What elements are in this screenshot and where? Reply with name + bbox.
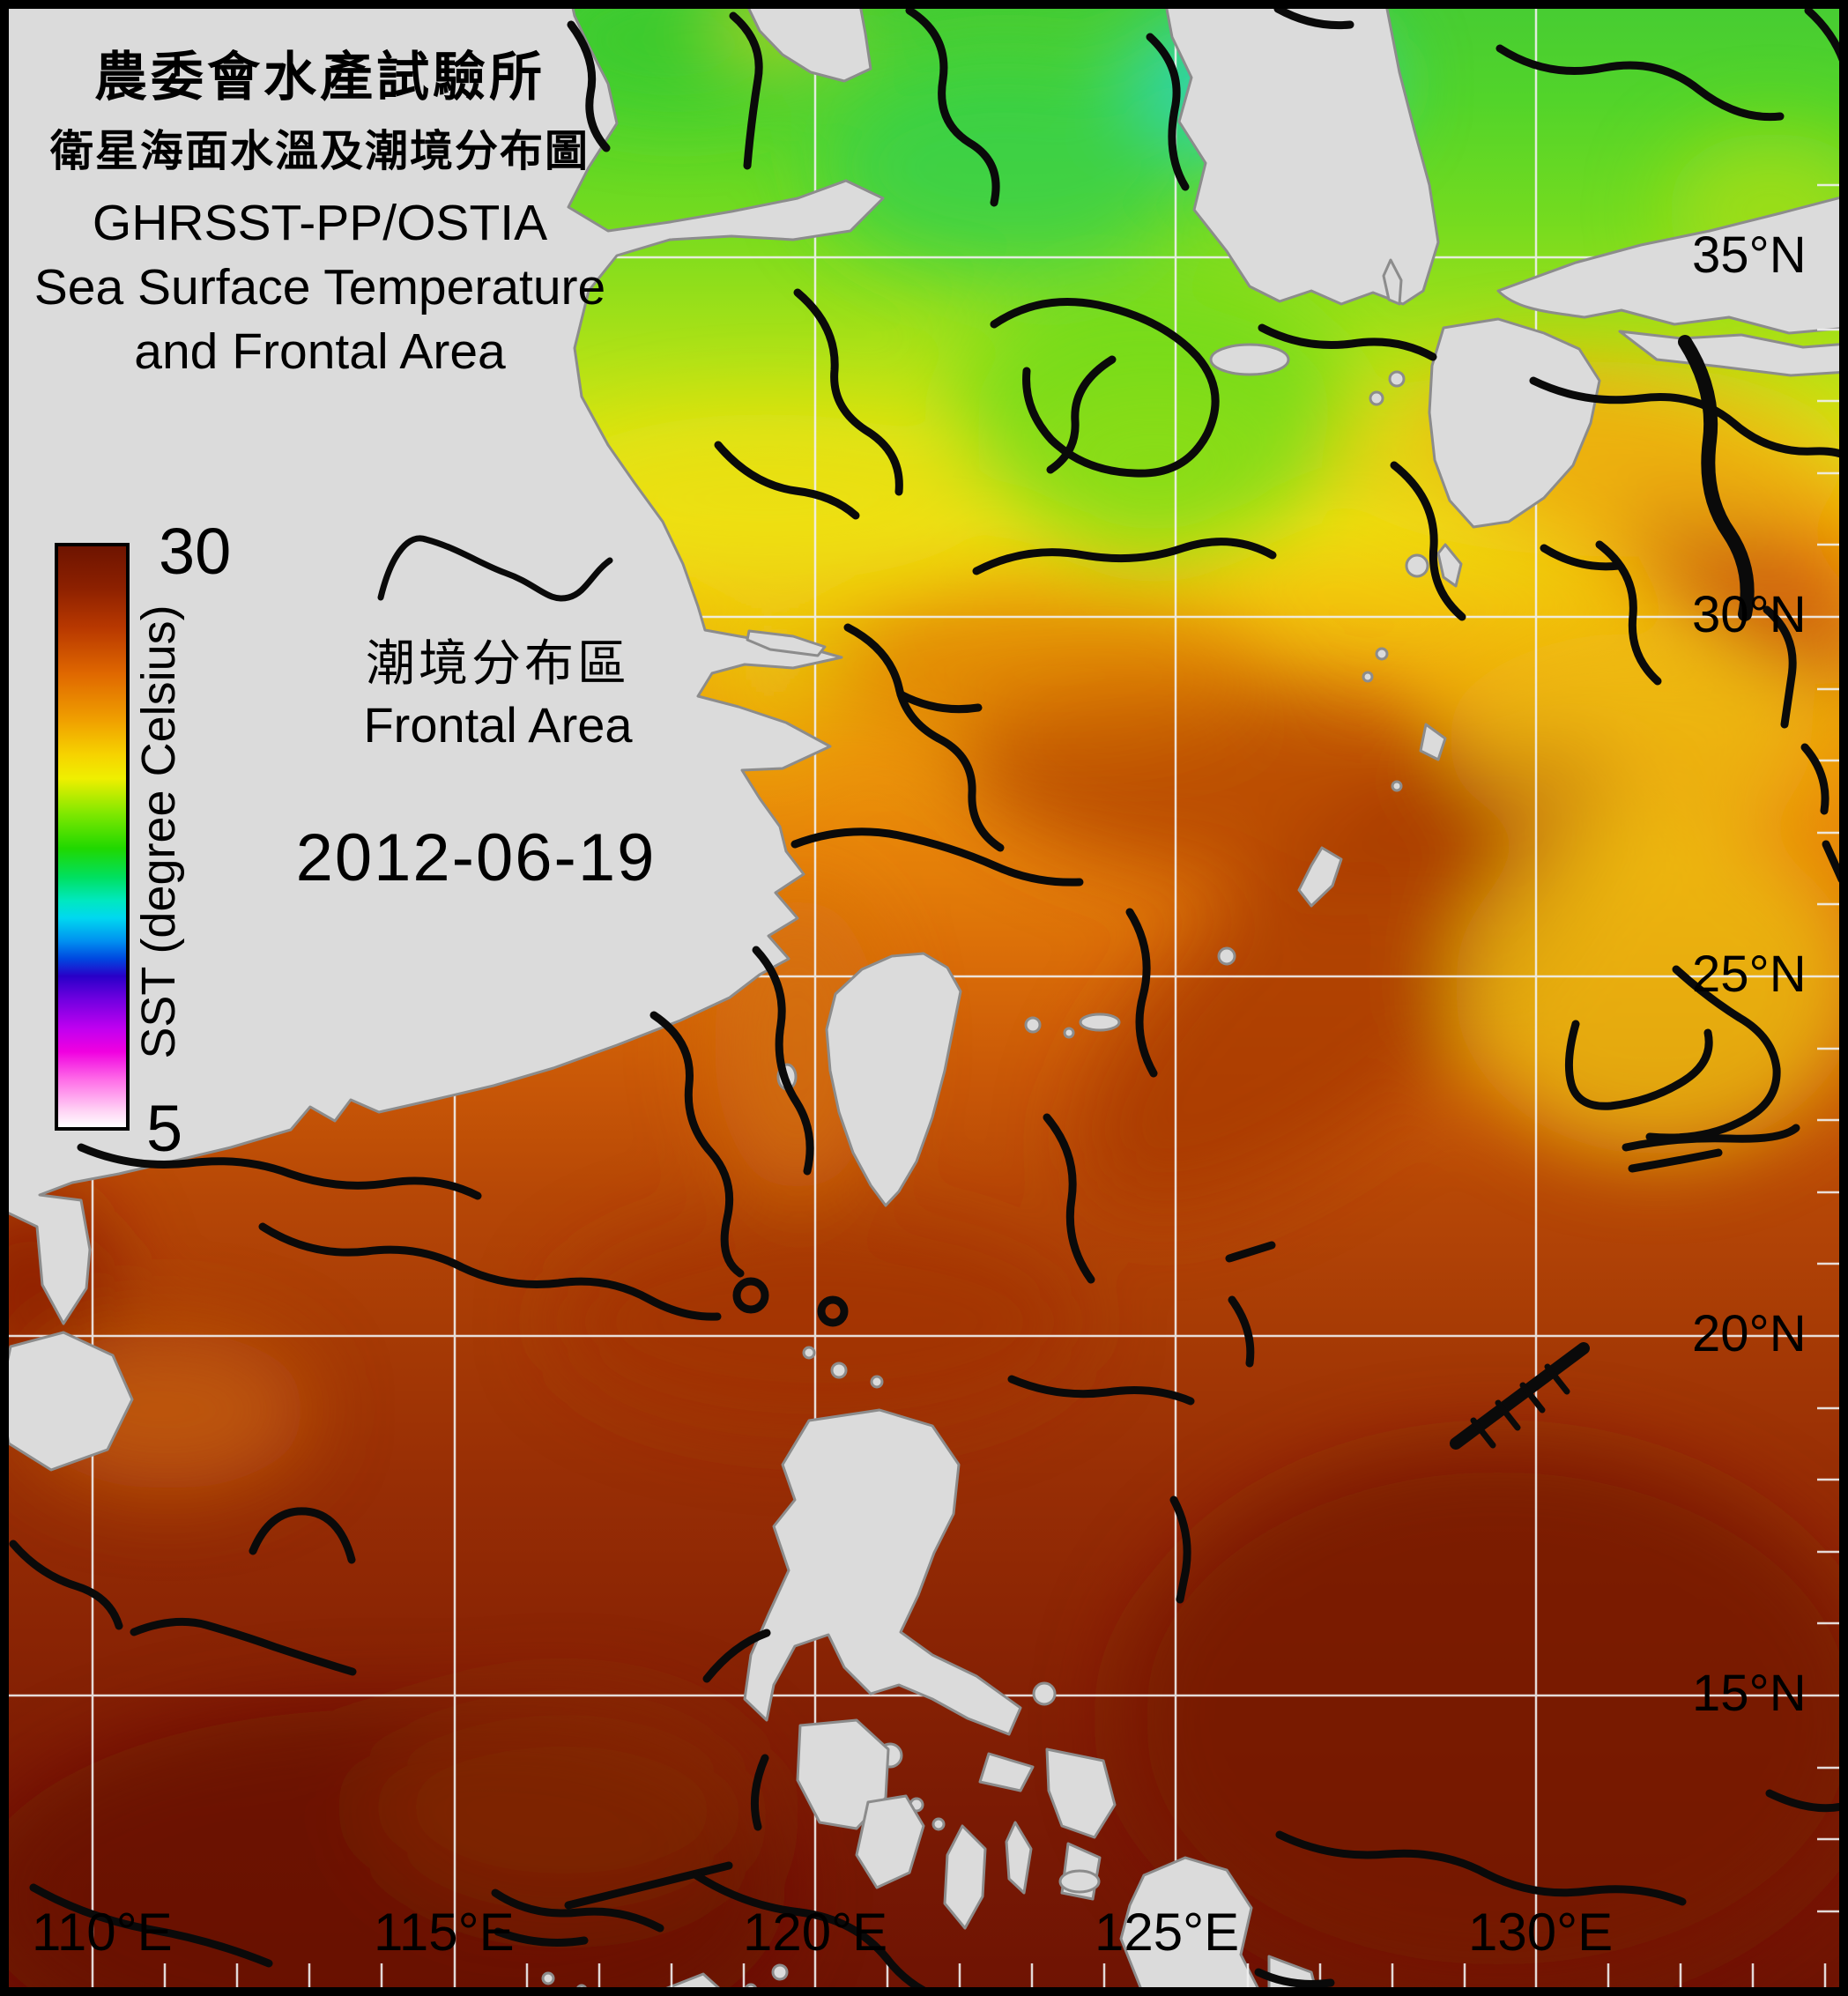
land-luzon: [743, 1408, 1022, 1736]
land-bohol: [1058, 1869, 1101, 1894]
land-samar: [1045, 1747, 1117, 1839]
land-china: [0, 0, 885, 1325]
lat-label-15n: 15°N: [1692, 1665, 1807, 1722]
title-en-line2: and Frontal Area: [134, 323, 506, 380]
land-okinoerabu: [1391, 780, 1403, 792]
land-islet-1: [541, 1971, 555, 1985]
title-en-line1: Sea Surface Temperature: [33, 259, 606, 315]
lon-label-125e: 125°E: [1095, 1903, 1240, 1962]
lon-label-110e: 110°E: [32, 1903, 173, 1962]
land-honshu: [1496, 194, 1848, 335]
lon-label-130e: 130°E: [1468, 1903, 1614, 1962]
land-iriomote: [1063, 1027, 1075, 1039]
frontal-legend-label-en: Frontal Area: [363, 697, 633, 753]
land-yaeyama: [1079, 1013, 1121, 1032]
colorbar-max-label: 30: [159, 515, 232, 588]
lat-label-30n: 30°N: [1692, 586, 1807, 643]
tick-marks: [163, 183, 1842, 1988]
lon-label-120e: 120°E: [743, 1903, 888, 1962]
land-negros: [943, 1824, 987, 1930]
land-masbate: [978, 1752, 1035, 1792]
lat-label-35n: 35°N: [1692, 226, 1807, 284]
colorbar-axis-label: SST (degree Celsius): [132, 605, 185, 1059]
land-romblon-2: [931, 1817, 946, 1831]
land-shikoku: [1618, 330, 1848, 377]
date-label: 2012-06-19: [295, 820, 657, 895]
frontal-lines: [9, 4, 1848, 1996]
land-jeju: [1209, 343, 1290, 376]
land-cuyo-1: [771, 1963, 789, 1981]
frontal-area-legend-symbol: [377, 535, 613, 602]
land-taiwan: [825, 952, 962, 1207]
title-block: 農委會水產試驗所 衛星海面水溫及潮境分布圖 GHRSST-PP/OSTIA Se…: [16, 51, 624, 391]
land-liaodong: [743, 0, 872, 83]
land-tanegashima: [1436, 543, 1463, 588]
land-korea: [1163, 0, 1440, 306]
land-babuyan-3: [802, 1346, 816, 1360]
title-zh: 農委會水產試驗所: [94, 48, 545, 107]
land-yakushima: [1405, 553, 1429, 578]
land-miyako: [1217, 946, 1236, 966]
land-babuyan-1: [830, 1362, 848, 1379]
land-babuyan-2: [870, 1375, 884, 1389]
land-tokara-1: [1375, 647, 1389, 661]
land-okinawa: [1297, 846, 1343, 908]
lon-label-115e: 115°E: [374, 1903, 515, 1962]
land-chongming: [746, 629, 827, 657]
land-panay: [855, 1794, 925, 1889]
colorbar: [55, 543, 130, 1131]
land-tokara-2: [1362, 671, 1374, 683]
land-yonaguni: [1024, 1016, 1042, 1034]
land-catanduanes: [1032, 1681, 1057, 1706]
land-cebu: [1005, 1821, 1033, 1895]
lat-label-25n: 25°N: [1692, 946, 1807, 1003]
land-mindanao: [1119, 1856, 1264, 1996]
land-amami: [1419, 723, 1447, 761]
land-tsushima: [1382, 258, 1403, 306]
product-name: GHRSST-PP/OSTIA: [92, 195, 548, 251]
subtitle-zh: 衛星海面水溫及潮境分布圖: [49, 128, 590, 175]
land-goto-2: [1369, 390, 1384, 406]
frontal-legend-label-zh: 潮境分布區: [366, 635, 630, 691]
lat-label-20n: 20°N: [1692, 1305, 1807, 1362]
land-goto-1: [1388, 370, 1406, 388]
colorbar-min-label: 5: [146, 1092, 183, 1165]
land-kyushu: [1428, 317, 1601, 529]
